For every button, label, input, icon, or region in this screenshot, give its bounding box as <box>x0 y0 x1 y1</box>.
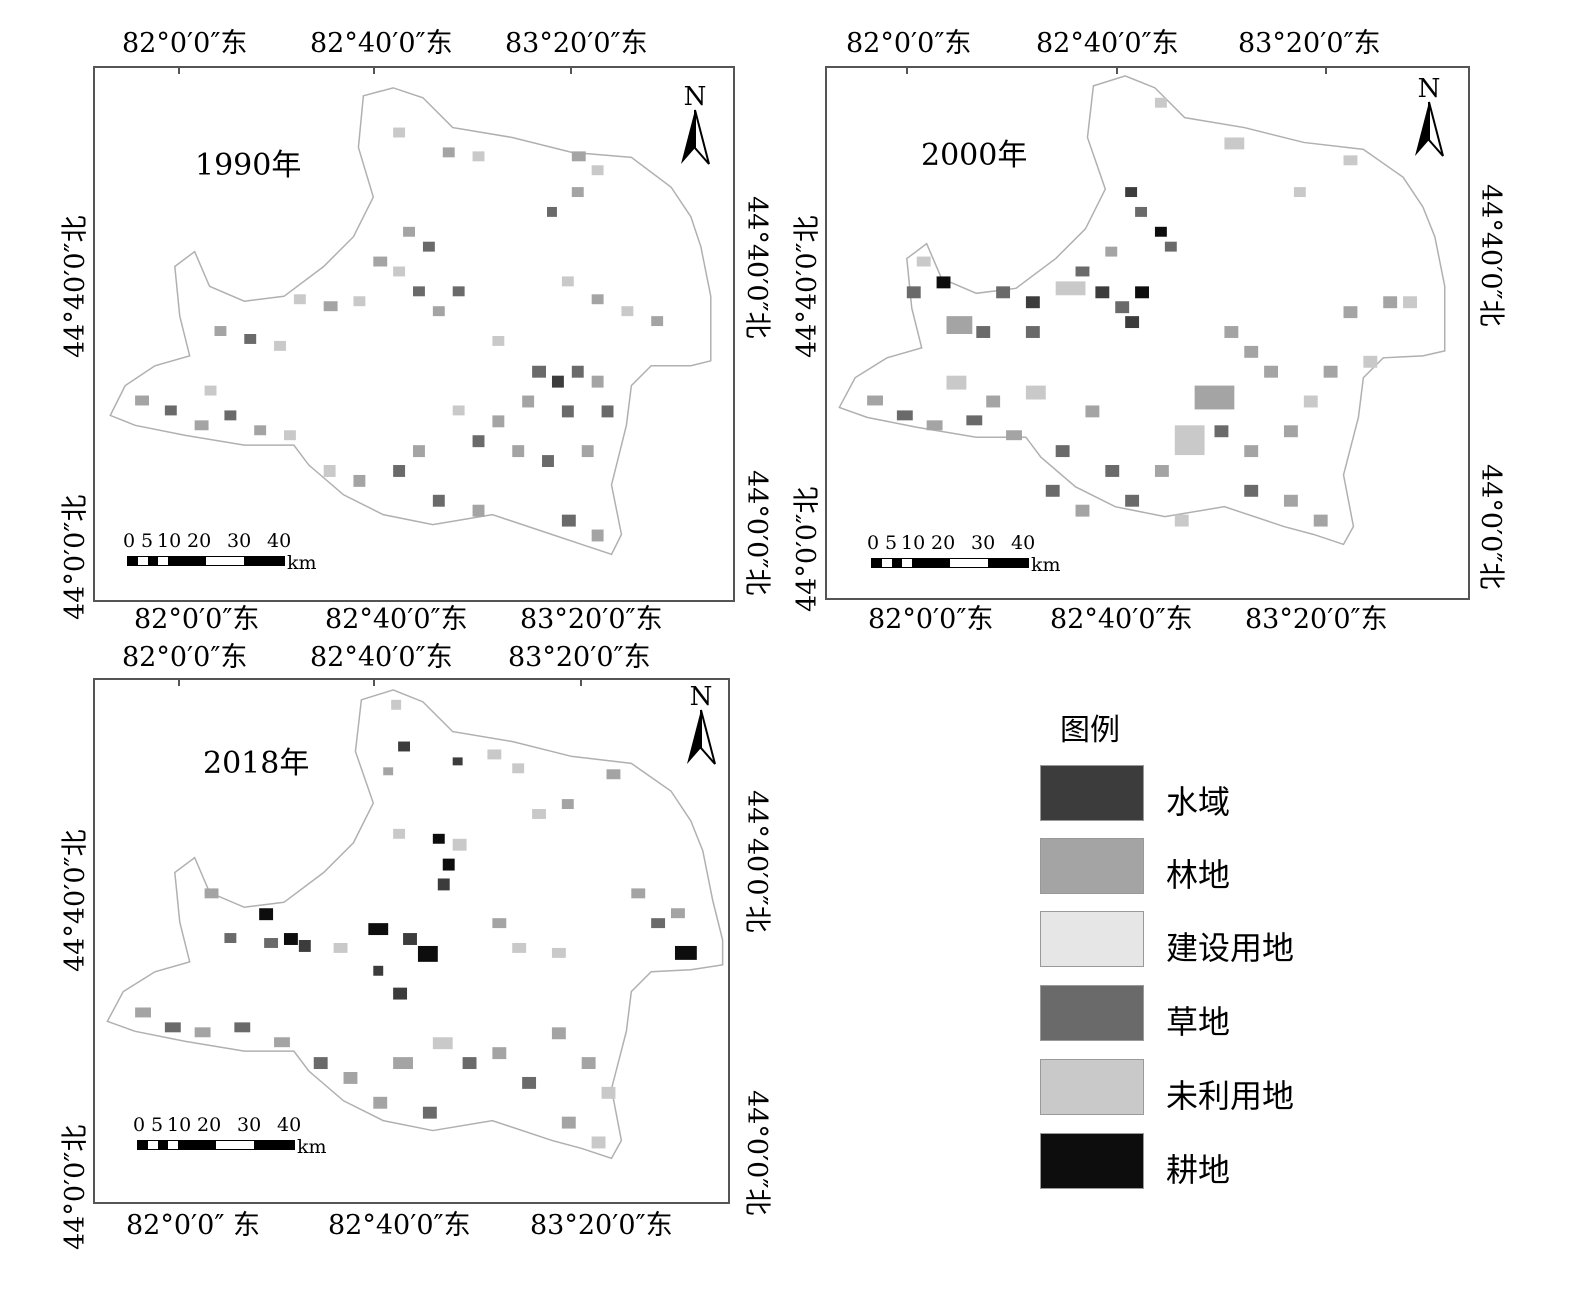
scale-tick-label: 0 <box>133 1114 146 1136</box>
lon-label-bottom-1: 82°0′0″ 东 <box>126 1210 261 1241</box>
lat-label-left-2: 44°0′0″北 <box>60 1124 91 1250</box>
legend-swatch <box>1040 765 1144 821</box>
lon-label-top-1: 82°0′0″东 <box>846 28 972 59</box>
scale-tick-label: 30 <box>237 1114 262 1136</box>
map-frame-2000: 2000年 N 0 5 10 20 30 40 km <box>825 66 1470 600</box>
lat-label-right-2: 44°0′0″北 <box>741 470 772 596</box>
lon-label-bottom-3: 83°20′0″东 <box>530 1210 673 1241</box>
lon-label-bottom-3: 83°20′0″东 <box>1245 604 1388 635</box>
north-arrow: N <box>675 82 715 172</box>
year-label: 2000年 <box>921 138 1028 173</box>
lat-label-left-2: 44°0′0″北 <box>792 486 823 612</box>
north-arrow: N <box>1409 74 1449 164</box>
lat-label-left-1: 44°40′0″北 <box>60 829 91 972</box>
legend-label: 水域 <box>1166 783 1231 821</box>
scale-bar: 0 5 10 20 30 40 km <box>133 1114 357 1158</box>
scale-tick-label: 5 <box>141 530 154 552</box>
legend-item-forest: 林地 <box>1040 838 1340 898</box>
lon-label-top-2: 82°40′0″东 <box>310 642 453 673</box>
year-label: 2018年 <box>203 746 310 781</box>
scale-tick-label: 5 <box>885 532 898 554</box>
lon-label-bottom-1: 82°0′0″东 <box>134 604 260 635</box>
legend-title: 图例 <box>1060 713 1120 748</box>
legend-swatch <box>1040 911 1144 967</box>
legend-label: 建设用地 <box>1166 929 1295 967</box>
legend-item-water: 水域 <box>1040 765 1340 825</box>
map-frame-1990: 1990年 N 0 5 10 20 30 40 km <box>93 66 735 602</box>
north-arrow-icon <box>1415 101 1444 157</box>
lat-label-right-1: 44°40′0″北 <box>741 196 772 339</box>
scale-tick-label: 0 <box>867 532 880 554</box>
legend-swatch <box>1040 838 1144 894</box>
north-letter: N <box>1417 74 1441 104</box>
legend-swatch <box>1040 1133 1144 1189</box>
lat-label-right-2: 44°0′0″北 <box>741 1090 772 1216</box>
lon-label-top-3: 83°20′0″东 <box>508 642 651 673</box>
north-arrow-icon <box>687 709 716 765</box>
scale-tick-label: 20 <box>931 532 956 554</box>
year-label: 1990年 <box>195 148 302 183</box>
landuse-cells-2000 <box>867 97 1417 527</box>
legend-label: 未利用地 <box>1166 1077 1295 1115</box>
lat-label-left-1: 44°40′0″北 <box>60 215 91 358</box>
legend-item-cropland: 耕地 <box>1040 1133 1340 1193</box>
scale-tick-label: 40 <box>1011 532 1036 554</box>
lat-label-left-2: 44°0′0″北 <box>60 494 91 620</box>
landuse-cells-1990 <box>135 127 664 542</box>
scale-tick-label: 40 <box>277 1114 302 1136</box>
scale-unit: km <box>297 1136 327 1158</box>
legend-swatch <box>1040 985 1144 1041</box>
study-area-map-2018 <box>106 689 724 1160</box>
legend-item-construction: 建设用地 <box>1040 911 1340 971</box>
scale-tick-label: 30 <box>971 532 996 554</box>
scale-bar: 0 5 10 20 30 40 km <box>123 530 347 574</box>
scale-tick-label: 20 <box>197 1114 222 1136</box>
lon-label-top-3: 83°20′0″东 <box>1238 28 1381 59</box>
scale-tick-label: 10 <box>157 530 182 552</box>
lat-label-left-1: 44°40′0″北 <box>792 215 823 358</box>
scale-tick-label: 0 <box>123 530 136 552</box>
legend-label: 林地 <box>1166 856 1231 894</box>
lat-label-right-2: 44°0′0″北 <box>1475 464 1506 590</box>
north-arrow: N <box>681 682 721 772</box>
map-legend: 图例 水域 林地 建设用地 草地 未利用地 耕地 <box>1040 705 1340 1205</box>
north-letter: N <box>689 682 713 712</box>
lon-label-bottom-1: 82°0′0″东 <box>868 604 994 635</box>
lon-label-top-1: 82°0′0″东 <box>122 28 248 59</box>
legend-item-grassland: 草地 <box>1040 985 1340 1045</box>
north-letter: N <box>683 82 707 112</box>
lat-label-right-1: 44°40′0″北 <box>741 790 772 933</box>
study-area-map-1990 <box>109 87 712 556</box>
legend-swatch <box>1040 1059 1144 1115</box>
scale-tick-label: 40 <box>267 530 292 552</box>
lon-label-bottom-2: 82°40′0″东 <box>1050 604 1193 635</box>
scale-tick-label: 10 <box>901 532 926 554</box>
north-arrow-icon <box>681 109 710 165</box>
legend-item-unused: 未利用地 <box>1040 1059 1340 1119</box>
map-frame-2018: 2018年 N 0 5 10 20 30 40 km <box>93 678 730 1204</box>
scale-tick-label: 5 <box>151 1114 164 1136</box>
landuse-cells-2018 <box>135 699 697 1149</box>
scale-bar: 0 5 10 20 30 40 km <box>867 532 1091 576</box>
legend-label: 草地 <box>1166 1003 1231 1041</box>
lon-label-top-3: 83°20′0″东 <box>505 28 648 59</box>
lon-label-bottom-2: 82°40′0″东 <box>325 604 468 635</box>
scale-tick-label: 10 <box>167 1114 192 1136</box>
scale-tick-label: 30 <box>227 530 252 552</box>
scale-unit: km <box>287 552 317 574</box>
lat-label-right-1: 44°40′0″北 <box>1475 184 1506 327</box>
lon-label-top-1: 82°0′0″东 <box>122 642 248 673</box>
scale-unit: km <box>1031 554 1061 576</box>
legend-label: 耕地 <box>1166 1151 1231 1189</box>
lon-label-bottom-3: 83°20′0″东 <box>520 604 663 635</box>
study-area-map-2000 <box>838 75 1446 546</box>
lon-label-top-2: 82°40′0″东 <box>310 28 453 59</box>
scale-tick-label: 20 <box>187 530 212 552</box>
lon-label-bottom-2: 82°40′0″东 <box>328 1210 471 1241</box>
lon-label-top-2: 82°40′0″东 <box>1036 28 1179 59</box>
